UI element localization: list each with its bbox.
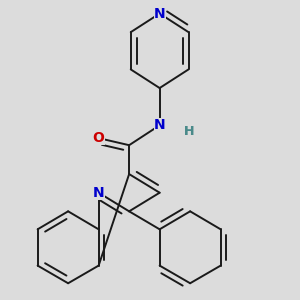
Text: N: N <box>154 118 165 132</box>
Bar <box>183 124 195 139</box>
Bar <box>92 186 105 200</box>
Text: N: N <box>154 7 165 20</box>
Bar <box>154 118 166 132</box>
Text: N: N <box>93 186 104 200</box>
Text: O: O <box>93 131 105 145</box>
Text: H: H <box>184 125 194 138</box>
Bar <box>92 131 105 145</box>
Text: H: H <box>184 125 194 138</box>
Bar <box>154 7 166 21</box>
